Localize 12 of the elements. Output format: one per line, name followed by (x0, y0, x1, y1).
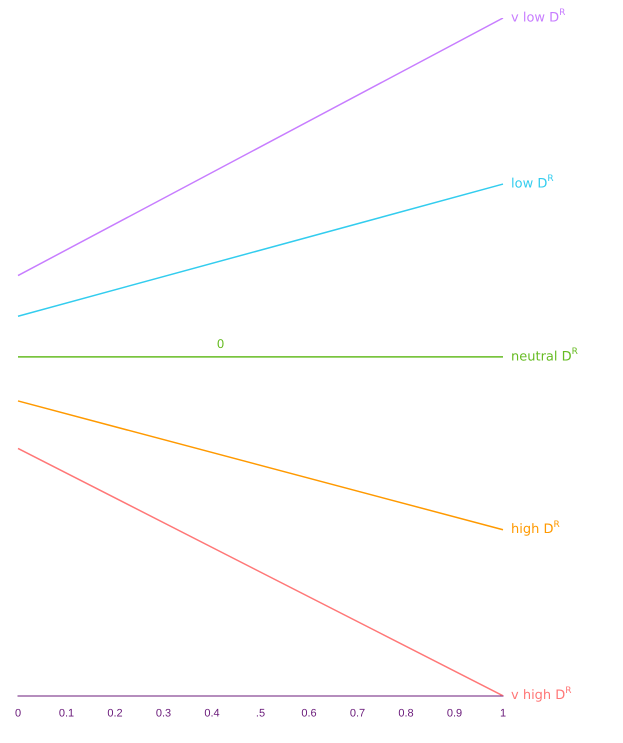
x-tick-label: 0.8 (398, 707, 414, 720)
x-tick-label: 0.6 (301, 707, 317, 720)
x-tick-label: 0.1 (58, 707, 74, 720)
annotation: 0 (216, 337, 224, 352)
x-tick-label: 0.3 (156, 707, 172, 720)
x-tick-label: 0 (14, 707, 22, 720)
x-tick-label: 0.2 (107, 707, 123, 720)
x-tick-label: 0.9 (446, 707, 462, 720)
x-tick-label: 1 (500, 707, 506, 720)
x-tick-label: 0.7 (350, 707, 366, 720)
x-tick-label: 0.4 (204, 707, 220, 720)
x-tick-label: .5 (256, 707, 266, 720)
